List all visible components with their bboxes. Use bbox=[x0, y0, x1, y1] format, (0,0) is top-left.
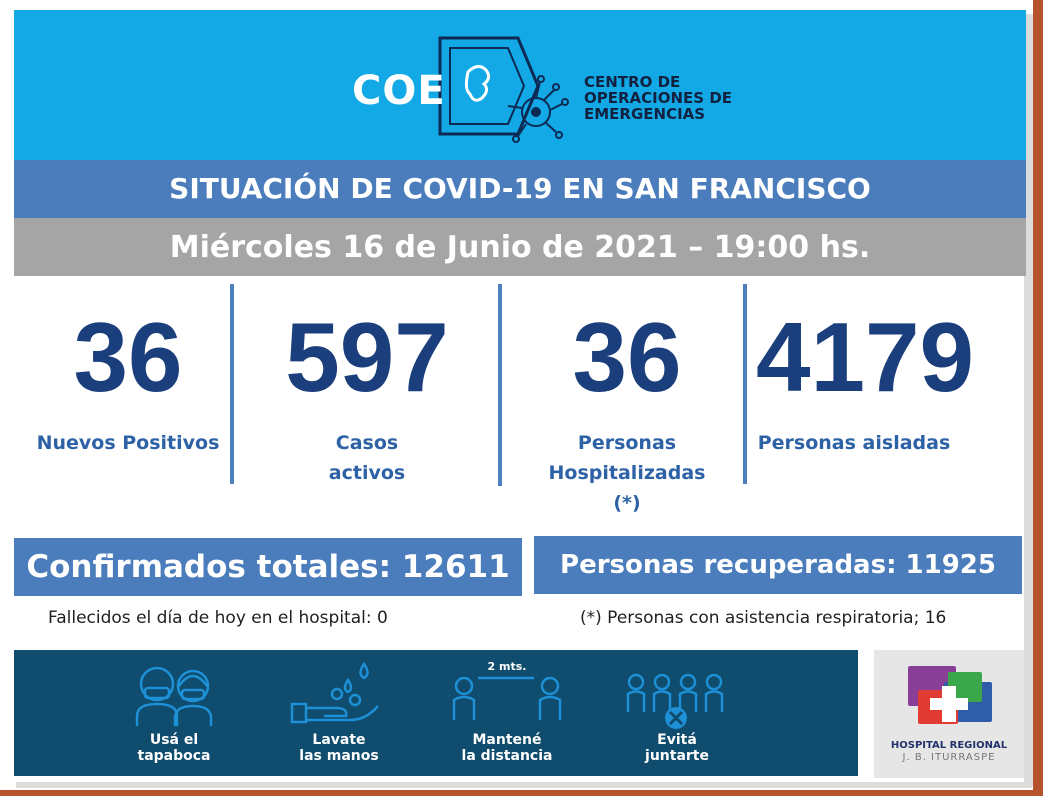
stat-label-hospitalized: Personas Hospitalizadas (*) bbox=[508, 428, 746, 518]
label-line: Nuevos Positivos bbox=[36, 432, 220, 454]
label-line: (*) bbox=[613, 492, 641, 514]
respiratory-note: (*) Personas con asistencia respiratoria… bbox=[580, 608, 947, 628]
frame-border-bottom bbox=[0, 790, 1043, 796]
prevention-label-line2: la distancia bbox=[461, 748, 553, 764]
coe-hexagon-icon bbox=[438, 36, 569, 143]
mask-people-icon bbox=[135, 666, 213, 726]
distance-icon bbox=[452, 676, 562, 720]
prevention-item-distance: 2 mts. Mantené la distancia bbox=[422, 656, 592, 772]
divider bbox=[743, 284, 747, 484]
prevention-label-line2: juntarte bbox=[645, 748, 709, 764]
stat-value-hospitalized: 36 bbox=[572, 302, 682, 412]
hospital-logo: HOSPITAL REGIONAL J. B. ITURRASPE bbox=[874, 650, 1024, 778]
recovered-total: Personas recuperadas: 11925 bbox=[534, 536, 1022, 594]
page-shadow-right bbox=[1024, 14, 1034, 786]
prevention-band: Usá el tapaboca Lavate las manos bbox=[14, 650, 858, 776]
hospital-cross-icon bbox=[908, 666, 992, 724]
hospital-name-line1: HOSPITAL REGIONAL bbox=[890, 740, 1008, 751]
stat-value-isolated: 4179 bbox=[755, 302, 974, 412]
label-line: Personas aisladas bbox=[757, 432, 951, 454]
confirmed-total: Confirmados totales: 12611 bbox=[14, 538, 522, 596]
prevention-label-line1: Evitá bbox=[657, 732, 697, 748]
prevention-label-line1: Mantené bbox=[472, 732, 542, 748]
label-line: Hospitalizadas bbox=[548, 462, 706, 484]
report-date: Miércoles 16 de Junio de 2021 – 19:00 hs… bbox=[14, 218, 1026, 276]
stat-value-new-positive: 36 bbox=[73, 302, 183, 412]
distance-text: 2 mts. bbox=[487, 660, 527, 673]
stat-label-active-cases: Casos activos bbox=[244, 428, 490, 488]
prevention-item-hands: Lavate las manos bbox=[254, 656, 424, 772]
prevention-item-mask: Usá el tapaboca bbox=[89, 656, 259, 772]
page-shadow-bottom bbox=[16, 782, 1032, 788]
frame-border-right bbox=[1033, 0, 1043, 796]
stat-label-isolated: Personas aisladas bbox=[752, 428, 956, 458]
page-title: SITUACIÓN DE COVID-19 EN SAN FRANCISCO bbox=[14, 160, 1026, 218]
org-line-3: EMERGENCIAS bbox=[584, 105, 706, 123]
logo-text: COE bbox=[352, 68, 446, 114]
prevention-label-line2: tapaboca bbox=[137, 748, 211, 764]
prevention-label-line1: Usá el bbox=[149, 732, 199, 748]
label-line: Personas bbox=[577, 432, 677, 454]
prevention-item-gathering: Evitá juntarte bbox=[592, 656, 762, 772]
hand-wash-icon bbox=[290, 661, 379, 724]
coe-logo: COE CENTRO DE OPERACIONES DE EMERGENCIAS bbox=[340, 28, 780, 148]
label-line: activos bbox=[328, 462, 406, 484]
no-gathering-icon bbox=[626, 673, 724, 729]
stat-label-new-positive: Nuevos Positivos bbox=[20, 428, 236, 458]
divider bbox=[230, 284, 234, 484]
prevention-label-line2: las manos bbox=[299, 748, 379, 764]
prevention-label-line1: Lavate bbox=[312, 732, 366, 748]
hospital-name-line2: J. B. ITURRASPE bbox=[902, 752, 996, 763]
org-line-1: CENTRO DE bbox=[584, 73, 681, 91]
header-banner: COE CENTRO DE OPERACIONES DE EMERGENCIAS bbox=[14, 10, 1026, 160]
label-line: Casos bbox=[335, 432, 399, 454]
organization-name: CENTRO DE OPERACIONES DE EMERGENCIAS bbox=[584, 74, 784, 122]
deceased-note: Fallecidos el día de hoy en el hospital:… bbox=[48, 608, 388, 628]
divider bbox=[498, 284, 502, 486]
org-line-2: OPERACIONES DE bbox=[584, 89, 733, 107]
stat-value-active-cases: 597 bbox=[285, 302, 449, 412]
